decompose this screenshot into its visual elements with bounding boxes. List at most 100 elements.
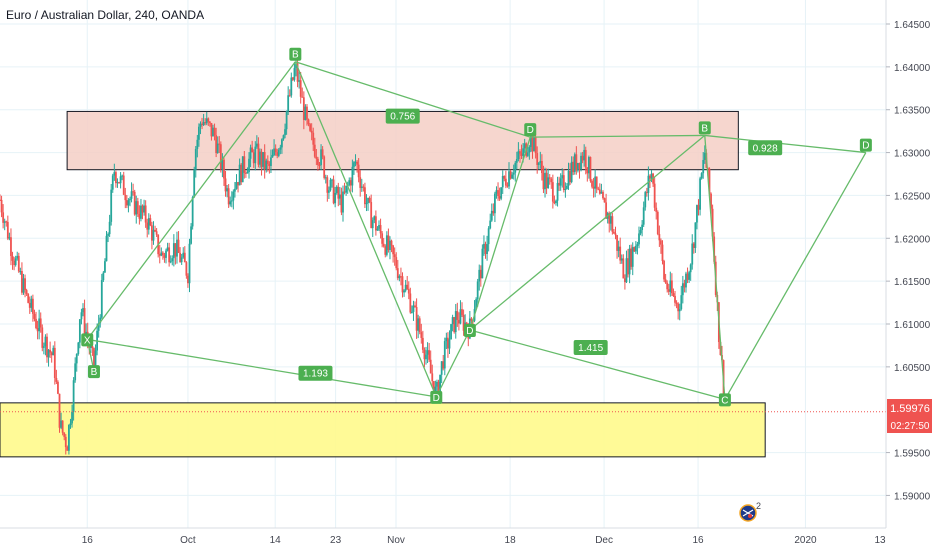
candle-body bbox=[215, 135, 218, 154]
candle-body bbox=[566, 185, 568, 189]
ratio-badge[interactable] bbox=[748, 140, 783, 156]
australia-flag-icon[interactable]: 2 bbox=[739, 501, 761, 522]
candle-body bbox=[16, 255, 19, 259]
candle-body bbox=[122, 175, 125, 195]
candle-body bbox=[168, 247, 171, 263]
candle-body bbox=[282, 135, 285, 140]
candle-body bbox=[378, 225, 380, 229]
candle-body bbox=[0, 199, 1, 201]
pattern-point-badge[interactable] bbox=[289, 47, 302, 61]
price-tick-label: 1.62500 bbox=[894, 191, 931, 202]
candle-body bbox=[476, 281, 479, 300]
pattern-line[interactable] bbox=[86, 61, 296, 340]
pattern-line[interactable] bbox=[704, 135, 726, 400]
candle-body bbox=[370, 202, 373, 229]
pattern-point-badge[interactable] bbox=[698, 121, 711, 135]
candle-body bbox=[315, 156, 318, 159]
pattern-line[interactable] bbox=[469, 136, 531, 331]
pattern-point-badge[interactable] bbox=[463, 324, 476, 337]
pattern-line[interactable] bbox=[469, 134, 706, 331]
candle-body bbox=[670, 280, 673, 294]
candle-body bbox=[404, 284, 407, 291]
candle-body bbox=[340, 194, 343, 213]
candle-body bbox=[692, 243, 695, 248]
candle-body bbox=[182, 252, 185, 258]
time-tick-label: Dec bbox=[595, 535, 613, 546]
pattern-point-label: C bbox=[721, 395, 728, 406]
candle-body bbox=[703, 152, 706, 160]
candle-body bbox=[393, 254, 396, 258]
candle-body bbox=[80, 312, 83, 320]
candle-body bbox=[291, 77, 294, 80]
time-tick-label: 2020 bbox=[794, 535, 817, 546]
pattern-line[interactable] bbox=[294, 61, 437, 398]
candle-body bbox=[564, 188, 567, 191]
pattern-point-badge[interactable] bbox=[87, 365, 100, 379]
pattern-line[interactable] bbox=[530, 134, 705, 138]
pattern-point-badge[interactable] bbox=[718, 393, 731, 407]
candle-body bbox=[136, 201, 139, 214]
candle-body bbox=[634, 245, 637, 252]
candle-body bbox=[608, 213, 611, 224]
pattern-point-badge[interactable] bbox=[81, 333, 94, 347]
candle-body bbox=[448, 339, 451, 349]
candle-body bbox=[277, 149, 280, 156]
candle-body bbox=[36, 328, 39, 332]
ratio-badge[interactable] bbox=[573, 340, 608, 355]
candle-body bbox=[288, 95, 291, 97]
pattern-point-badge[interactable] bbox=[430, 390, 443, 404]
candle-body bbox=[31, 298, 34, 314]
pattern-point-badge[interactable] bbox=[859, 138, 872, 152]
price-axis[interactable]: 1.64500 1.64000 1.63500 1.63000 1.62500 1.620… bbox=[885, 0, 932, 528]
candle-body bbox=[636, 244, 639, 246]
price-tick-label: 1.59500 bbox=[894, 449, 931, 460]
candle-body bbox=[655, 207, 658, 212]
pattern-line[interactable] bbox=[295, 61, 531, 138]
candle-body bbox=[494, 193, 496, 214]
candle-body bbox=[160, 252, 163, 256]
candle-body bbox=[573, 154, 576, 173]
resistance-zone[interactable] bbox=[66, 110, 739, 171]
candle-body bbox=[185, 262, 188, 276]
candle-body bbox=[287, 95, 290, 112]
candle-body bbox=[556, 182, 559, 201]
pattern-point-badge[interactable] bbox=[524, 123, 537, 137]
candle-body bbox=[577, 162, 579, 171]
candle-body bbox=[520, 153, 523, 156]
candle-body bbox=[68, 425, 70, 451]
pattern-line[interactable] bbox=[704, 134, 866, 154]
support-zone[interactable] bbox=[0, 402, 766, 458]
candle-body bbox=[478, 269, 481, 282]
candle-body bbox=[74, 363, 77, 381]
candle-body bbox=[591, 180, 593, 187]
candle-body bbox=[515, 158, 518, 163]
candle-body bbox=[400, 276, 402, 278]
candle-body bbox=[183, 252, 186, 263]
candle-body bbox=[252, 152, 255, 164]
candle-body bbox=[49, 349, 52, 353]
candle-body bbox=[221, 159, 224, 169]
candle-body bbox=[412, 305, 415, 312]
candle-body bbox=[201, 123, 203, 126]
candle-body bbox=[437, 381, 440, 395]
candle-body bbox=[681, 283, 684, 296]
candle-body bbox=[414, 305, 416, 308]
candle-body bbox=[680, 295, 683, 310]
pattern-line[interactable] bbox=[435, 329, 471, 398]
ratio-badge[interactable] bbox=[298, 365, 333, 381]
candle-body bbox=[210, 122, 213, 137]
candle-body bbox=[691, 243, 694, 265]
candle-body bbox=[171, 258, 174, 262]
pattern-line[interactable] bbox=[469, 329, 726, 401]
pattern-line[interactable] bbox=[724, 152, 867, 400]
candle-body bbox=[697, 205, 700, 210]
candle-body bbox=[169, 261, 172, 263]
candle-body bbox=[208, 121, 211, 123]
pattern-line[interactable] bbox=[87, 338, 437, 398]
ratio-badge[interactable] bbox=[385, 108, 420, 124]
candle-body bbox=[475, 299, 478, 309]
candle-body bbox=[265, 160, 268, 170]
time-axis[interactable]: 16 Oct 14 23 Nov 18 Dec 16 2020 13 bbox=[0, 527, 886, 546]
